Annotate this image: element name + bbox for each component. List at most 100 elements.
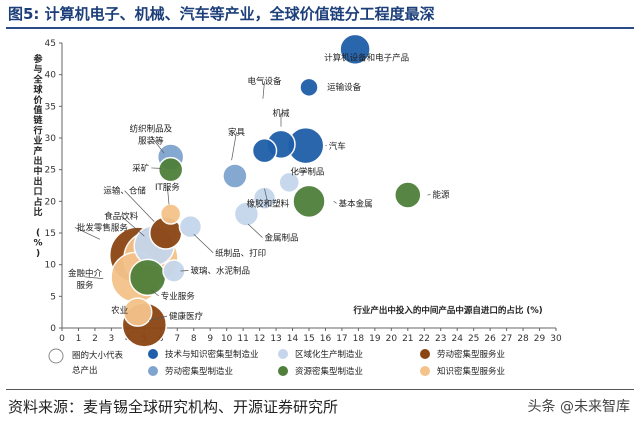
title-rule [6, 27, 634, 29]
x-tick-label: 30 [550, 334, 562, 344]
y-axis-title-char: 出 [33, 175, 42, 187]
x-tick-label: 22 [419, 334, 430, 344]
x-tick-label: 29 [534, 334, 546, 344]
point-label: 运输设备 [327, 82, 362, 93]
y-axis-title-char: 价 [33, 95, 43, 106]
y-axis-title-char: 业 [33, 135, 42, 147]
bubble-point [122, 297, 153, 327]
x-tick-label: 16 [320, 334, 332, 344]
size-legend-circle [48, 348, 64, 364]
bubble-point [159, 203, 182, 225]
point-label: 机械 [272, 108, 290, 119]
y-axis-title-char: ) [36, 249, 40, 259]
legend-label: 知识密集型服务业 [437, 366, 505, 377]
x-tick-label: 18 [353, 334, 365, 344]
y-tick-label: 40 [45, 71, 57, 81]
x-tick-label: 17 [336, 334, 347, 344]
size-legend-label: 圈的大小代表 [72, 350, 124, 361]
y-axis-title-char: 出 [33, 155, 42, 167]
y-axis-title-char: 与 [33, 63, 42, 75]
y-tick-label: 15 [45, 229, 56, 239]
x-tick-label: 7 [174, 334, 180, 344]
y-axis-title-char: 口 [33, 187, 42, 198]
x-tick-label: 24 [451, 334, 463, 344]
x-tick-label: 20 [386, 334, 398, 344]
figure-title: 图5: 计算机电子、机械、汽车等产业，全球价值链分工程度最深 [8, 5, 435, 23]
x-tick-label: 8 [191, 334, 197, 344]
watermark: 头条 @未来智库 [527, 399, 630, 415]
bubble-point [157, 156, 184, 183]
y-tick-label: 5 [50, 292, 56, 302]
leader-line [167, 186, 170, 205]
leader-line [149, 315, 168, 321]
legend-swatch [148, 366, 158, 376]
legend-swatch [148, 349, 158, 359]
point-label: 玻璃、水泥制品 [190, 266, 250, 277]
y-axis-title-char: 球 [33, 84, 43, 96]
bubble-point [222, 163, 248, 189]
y-axis-title-char: 全 [32, 73, 43, 85]
x-tick-label: 2 [92, 334, 98, 344]
bubble-point [128, 258, 167, 297]
bubble-point [178, 214, 203, 239]
legend-label: 资源密集型制造业 [295, 366, 363, 377]
bubble-point [394, 181, 422, 209]
leader-line [231, 131, 237, 161]
y-tick-label: 10 [45, 261, 57, 271]
x-tick-label: 27 [501, 334, 512, 344]
x-tick-label: 13 [270, 334, 281, 344]
point-label: 能源 [433, 190, 451, 201]
leader-line [124, 190, 155, 222]
point-label: 农业 [111, 305, 128, 316]
x-tick-label: 1 [76, 334, 82, 344]
y-tick-label: 20 [45, 197, 57, 207]
y-tick-label: 0 [50, 324, 56, 334]
legend-label: 区域化生产制造业 [295, 349, 363, 360]
x-tick-label: 3 [109, 334, 115, 344]
y-axis-title-char: 中 [33, 165, 42, 177]
bubble-point [292, 184, 326, 219]
x-axis-title: 行业产出中投入的中间产品中源自进口的占比 (%) [352, 305, 542, 316]
leader-line [264, 188, 269, 204]
leader-line [150, 136, 165, 154]
legend-swatch [420, 366, 430, 376]
x-tick-label: 28 [517, 334, 529, 344]
y-axis-title-char: 值 [33, 104, 42, 116]
x-tick-label: 15 [303, 334, 314, 344]
point-label: 化学制品 [290, 167, 324, 178]
point-label: 健康医疗 [169, 311, 204, 322]
x-tick-label: 12 [254, 334, 265, 344]
point-label: 专业服务 [161, 291, 196, 302]
y-axis-title-char: 行 [32, 124, 42, 136]
point-label: 计算机设备和电子产品 [324, 53, 409, 64]
x-tick-label: 21 [402, 334, 413, 344]
x-tick-label: 19 [369, 334, 381, 344]
source-rule [6, 389, 634, 390]
bubble-point [299, 77, 319, 98]
y-tick-label: 30 [45, 134, 57, 144]
leader-line [85, 276, 104, 279]
y-tick-label: 35 [45, 102, 56, 112]
bubble-point [233, 201, 260, 227]
legend-label: 劳动密集型服务业 [437, 349, 505, 360]
bubble-point [251, 137, 278, 164]
y-tick-label: 45 [45, 39, 56, 49]
point-label: 金属制品 [265, 233, 299, 244]
point-label: 金融中介 [68, 268, 103, 279]
x-tick-label: 23 [435, 334, 446, 344]
point-label: 服装等 [138, 135, 164, 146]
y-tick-label: 25 [45, 166, 56, 176]
point-label: 基本金属 [339, 198, 373, 209]
y-axis-title-char: 产 [33, 145, 42, 157]
bubble-point [339, 33, 371, 66]
x-tick-label: 25 [468, 334, 479, 344]
point-label: 运输、仓储 [103, 186, 146, 197]
leader-line [247, 223, 263, 238]
legend-swatch [420, 349, 430, 359]
x-tick-label: 14 [287, 334, 299, 344]
point-label: 批发零售服务 [77, 222, 129, 233]
legend-swatch [278, 349, 288, 359]
x-tick-label: 11 [237, 334, 248, 344]
point-label: 采矿 [132, 163, 150, 174]
